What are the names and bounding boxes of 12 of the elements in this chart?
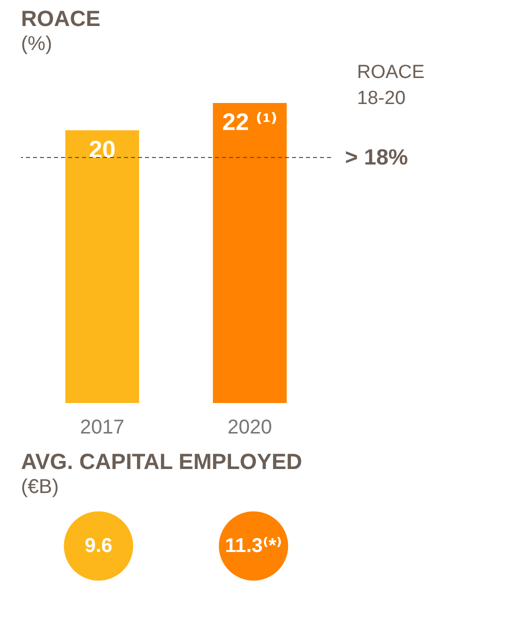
data-label: 9.6 <box>84 535 112 557</box>
chart-title: ROACE <box>21 6 100 31</box>
text: ROACE 18-20 <box>357 62 425 109</box>
x-tick-label: 2020 <box>228 416 272 438</box>
text: AVG. CAPITAL EMPLOYED <box>21 449 302 474</box>
chart-subtitle: (%) <box>21 33 52 55</box>
x-tick-label: 2017 <box>80 416 124 438</box>
data-label: 22 ⁽¹⁾ <box>222 109 278 136</box>
data-label: 11.3⁽*⁾ <box>224 535 282 557</box>
ref-line-label: > 18% <box>345 144 408 170</box>
text: (€B) <box>21 476 59 498</box>
data-label: 20 <box>88 136 116 164</box>
